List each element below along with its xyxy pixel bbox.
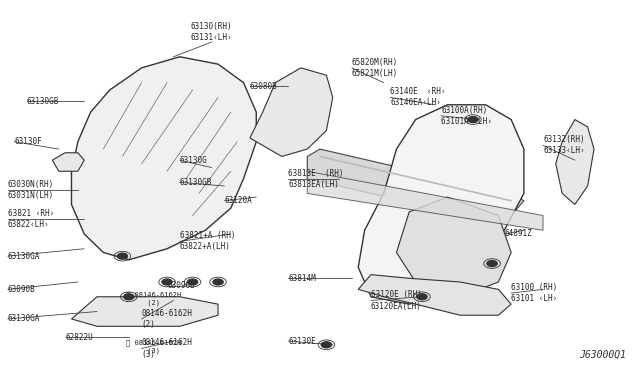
- Text: 63140E  ‹RH›
63140EA‹LH›: 63140E ‹RH› 63140EA‹LH›: [390, 87, 445, 108]
- Text: 63130E: 63130E: [288, 337, 316, 346]
- Text: 63130G: 63130G: [180, 155, 207, 165]
- Text: 64891Z: 64891Z: [505, 230, 532, 238]
- Circle shape: [487, 260, 497, 266]
- Polygon shape: [556, 119, 594, 205]
- Circle shape: [321, 342, 332, 348]
- Text: 63814M: 63814M: [288, 274, 316, 283]
- Text: 63120A: 63120A: [225, 196, 252, 205]
- Text: Ⓑ 08146-6162H
     (2): Ⓑ 08146-6162H (2): [125, 292, 181, 306]
- Text: 63090B: 63090B: [8, 285, 35, 294]
- Circle shape: [162, 279, 172, 285]
- Text: 63130GA: 63130GA: [8, 251, 40, 261]
- Text: 63130GA: 63130GA: [8, 314, 40, 323]
- Text: 08146-6162H
(3): 08146-6162H (3): [141, 339, 193, 359]
- Polygon shape: [358, 105, 524, 304]
- Text: 63100A(RH)
63101A ‹LH›: 63100A(RH) 63101A ‹LH›: [441, 106, 492, 126]
- Text: J63000Q1: J63000Q1: [579, 350, 626, 359]
- Text: 63132(RH)
63133‹LH›: 63132(RH) 63133‹LH›: [543, 135, 585, 155]
- Text: 63080B: 63080B: [250, 82, 278, 91]
- Text: 63821+A (RH)
63822+A(LH): 63821+A (RH) 63822+A(LH): [180, 231, 236, 251]
- Text: 08146-6162H
(2): 08146-6162H (2): [141, 309, 193, 329]
- Text: Ⓑ 08146-6162H
     (3): Ⓑ 08146-6162H (3): [125, 340, 181, 354]
- Circle shape: [124, 294, 134, 300]
- Text: 62822U: 62822U: [65, 333, 93, 342]
- Circle shape: [117, 253, 127, 259]
- Polygon shape: [307, 171, 543, 230]
- Polygon shape: [52, 153, 84, 171]
- Text: 63130GB: 63130GB: [27, 97, 60, 106]
- Polygon shape: [396, 197, 511, 297]
- Text: 63130GB: 63130GB: [180, 178, 212, 187]
- Polygon shape: [72, 57, 256, 260]
- Text: 63100 (RH)
63101 ‹LH›: 63100 (RH) 63101 ‹LH›: [511, 283, 557, 303]
- Polygon shape: [250, 68, 333, 157]
- Text: 63821 ‹RH›
63822‹LH›: 63821 ‹RH› 63822‹LH›: [8, 209, 54, 229]
- Text: 63130F: 63130F: [14, 137, 42, 146]
- Text: 63090B: 63090B: [167, 281, 195, 290]
- Text: 63130(RH)
63131‹LH›: 63130(RH) 63131‹LH›: [191, 22, 232, 42]
- Circle shape: [213, 279, 223, 285]
- Text: 65820M(RH)
65821M(LH): 65820M(RH) 65821M(LH): [352, 58, 398, 78]
- Polygon shape: [358, 275, 511, 315]
- Circle shape: [468, 116, 478, 122]
- Circle shape: [417, 294, 427, 300]
- Circle shape: [188, 279, 198, 285]
- Polygon shape: [307, 149, 524, 223]
- Text: 63120E (RH)
63120EA(LH): 63120E (RH) 63120EA(LH): [371, 291, 422, 311]
- Text: 63030N(RH)
63031N(LH): 63030N(RH) 63031N(LH): [8, 180, 54, 200]
- Text: 63813E  (RH)
63813EA(LH): 63813E (RH) 63813EA(LH): [288, 169, 344, 189]
- Polygon shape: [72, 297, 218, 326]
